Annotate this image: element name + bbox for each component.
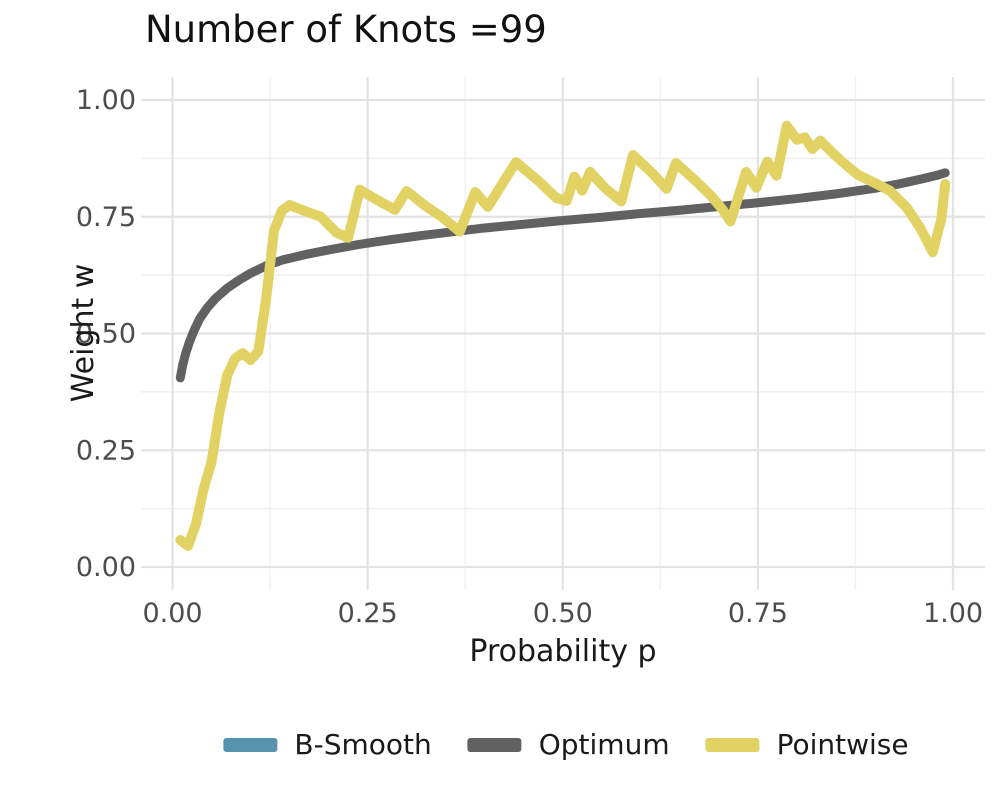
y-tick-label: 1.00 — [76, 85, 136, 116]
optimum-line — [175, 168, 950, 383]
pointwise-label: Pointwise — [776, 728, 909, 761]
x-tick-label: 0.75 — [728, 598, 788, 629]
y-tick-label: 0.00 — [76, 552, 136, 583]
pointwise-line — [175, 120, 951, 551]
plot-title: Number of Knots =99 — [145, 8, 547, 51]
x-tick-label: 1.00 — [923, 598, 983, 629]
optimum-swatch — [467, 737, 522, 752]
legend-item-optimum: Optimum — [467, 728, 670, 761]
y-tick-label: 0.75 — [76, 202, 136, 233]
legend-item-b-smooth: B-Smooth — [223, 728, 432, 761]
legend-item-pointwise: Pointwise — [705, 728, 909, 761]
y-tick-label: 0.25 — [76, 435, 136, 466]
b-smooth-swatch — [223, 737, 278, 752]
y-axis-title: Weight w — [65, 263, 101, 403]
y-tick-label: 0.50 — [76, 319, 136, 350]
optimum-label: Optimum — [538, 728, 670, 761]
x-tick-label: 0.00 — [142, 598, 202, 629]
legend: B-Smooth Optimum Pointwise — [223, 728, 909, 761]
b-smooth-label: B-Smooth — [294, 728, 432, 761]
x-tick-label: 0.50 — [533, 598, 593, 629]
pointwise-swatch — [705, 737, 760, 752]
x-axis-title: Probability p — [469, 634, 657, 669]
x-tick-label: 0.25 — [338, 598, 398, 629]
